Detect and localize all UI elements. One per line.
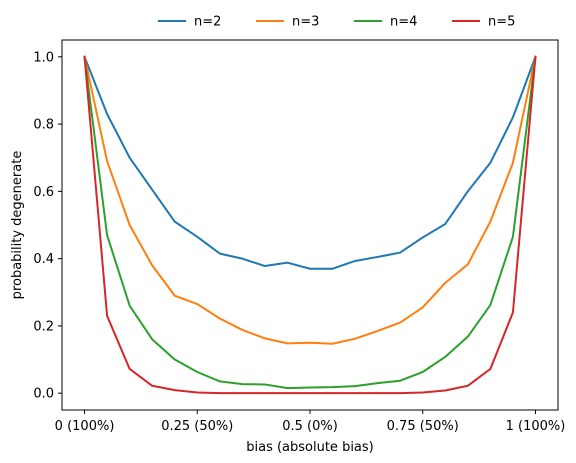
y-tick-label: 1.0 xyxy=(33,50,54,65)
series-line-n2 xyxy=(83,55,537,270)
y-tick-label: 0.0 xyxy=(33,387,54,402)
legend: n=2 n=3 n=4 n=5 xyxy=(158,15,515,30)
x-tick-label: 0.5 (0%) xyxy=(282,419,338,434)
x-axis-ticks: 0 (100%) 0.25 (50%) 0.5 (0%) 0.75 (50%) 1 (1… xyxy=(55,410,566,434)
y-tick-label: 0.4 xyxy=(33,252,54,267)
x-tick-label: 0.25 (50%) xyxy=(161,419,233,434)
x-tick-label: 0.75 (50%) xyxy=(387,419,459,434)
series-line-n5 xyxy=(83,55,537,395)
x-axis-label: bias (absolute bias) xyxy=(246,440,374,455)
y-axis-ticks: 0.0 0.2 0.4 0.6 0.8 1.0 xyxy=(33,50,62,402)
x-tick-label: 1 (100%) xyxy=(506,419,566,434)
legend-label-n3: n=3 xyxy=(292,15,319,30)
y-tick-label: 0.6 xyxy=(33,185,54,200)
series-line-n4 xyxy=(83,55,537,390)
x-tick-label: 0 (100%) xyxy=(55,419,115,434)
legend-label-n4: n=4 xyxy=(390,15,417,30)
y-tick-label: 0.8 xyxy=(33,118,54,133)
plot-frame xyxy=(61,39,559,411)
series-lines xyxy=(83,55,537,395)
legend-label-n2: n=2 xyxy=(194,15,221,30)
plot-area: 0 (100%) 0.25 (50%) 0.5 (0%) 0.75 (50%) 1 (1… xyxy=(33,39,566,434)
series-line-n3 xyxy=(83,55,537,345)
y-axis-label: probability degenerate xyxy=(10,151,25,300)
y-tick-label: 0.2 xyxy=(33,319,54,334)
legend-label-n5: n=5 xyxy=(488,15,515,30)
